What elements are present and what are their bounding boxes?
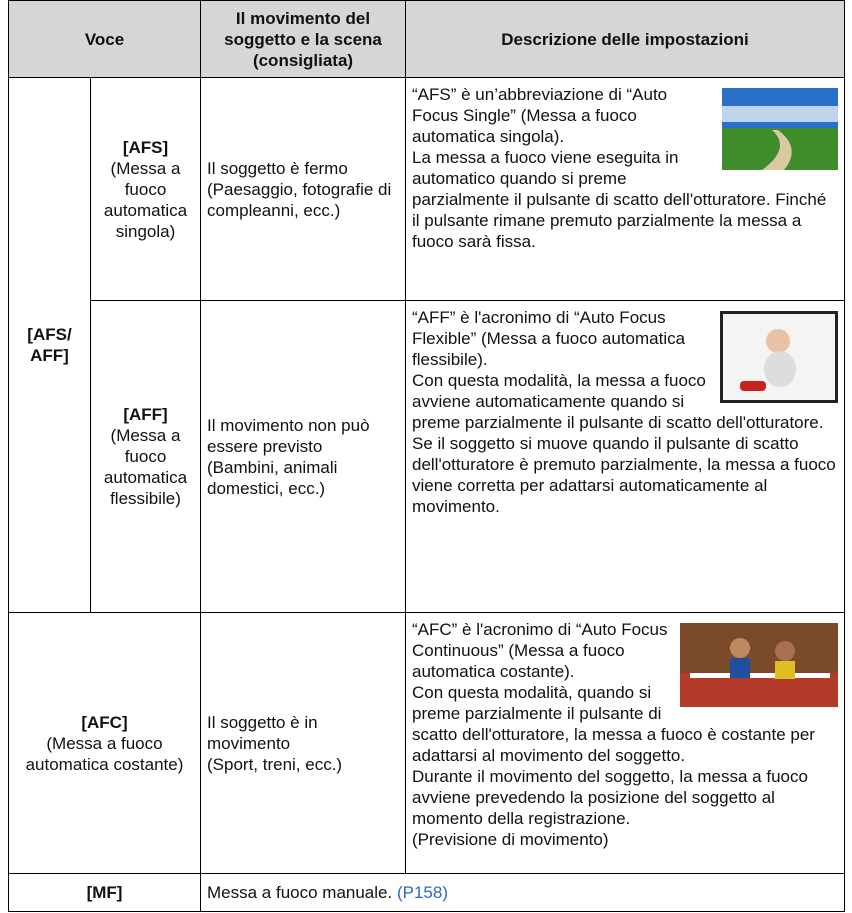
description: Se il soggetto si muove quando il pulsan… [412, 434, 836, 516]
description: “AFC” è l'acronimo di “Auto Focus Contin… [412, 620, 668, 681]
desc-cell: “AFS” è un’abbreviazione di “Auto Focus … [405, 77, 845, 301]
mode-desc: (Messa a fuoco automatica flessibile) [103, 426, 188, 508]
description: La messa a fuoco viene eseguita in autom… [412, 148, 827, 251]
subject-cell: Il soggetto è in movimento (Sport, treni,… [200, 612, 406, 874]
mode-cell: [AFS] (Messa a fuoco automatica singola) [90, 77, 201, 301]
mode: [AFF] [123, 405, 168, 424]
subject-cell: Il soggetto è fermo (Paesaggio, fotografi… [200, 77, 406, 301]
description: Con questa modalità, la messa a fuoco av… [412, 371, 824, 432]
mode-desc: (Messa a fuoco automatica costante) [25, 733, 184, 774]
group-cell: [AFS/ AFF] [8, 77, 91, 613]
mode-cell: [AFC] (Messa a fuoco automatica costante) [8, 612, 201, 874]
header-row: Voce Il movimento del soggetto e la scen… [8, 0, 845, 78]
description: Con questa modalità, quando si preme par… [412, 683, 815, 765]
subject: (Sport, treni, ecc.) [207, 754, 343, 774]
mode-desc: (Messa a fuoco automatica singola) [103, 158, 188, 241]
description: “AFF” è l'acronimo di “Auto Focus Flexib… [412, 308, 686, 369]
desc-cell: “AFF” è l'acronimo di “Auto Focus Flexib… [405, 300, 845, 613]
sport-image [680, 623, 838, 707]
row: [AFC] (Messa a fuoco automatica costante)… [8, 612, 845, 874]
subject: Il movimento non può essere previsto [207, 415, 370, 456]
header-cell: Voce [8, 0, 201, 78]
row: [AFS/ AFF] [AFS] (Messa a fuoco automatic… [8, 77, 845, 613]
mf-cell: Messa a fuoco manuale. (P158) [200, 873, 845, 912]
child-image [720, 311, 838, 403]
subject: (Paesaggio, fotografie di compleanni, ec… [207, 179, 392, 220]
row: [AFF] (Messa a fuoco automatica flessibil… [9, 300, 845, 613]
page-link[interactable]: (P158) [396, 883, 448, 902]
mode-cell: [AFF] (Messa a fuoco automatica flessibil… [90, 300, 201, 613]
subject: (Bambini, animali domestici, ecc.) [207, 457, 338, 498]
description: Durante il movimento del soggetto, la me… [412, 767, 808, 828]
header-cell: Descrizione delle impostazioni [405, 0, 845, 78]
desc-cell: “AFC” è l'acronimo di “Auto Focus Contin… [405, 612, 845, 874]
mode: [AFC] [81, 712, 128, 732]
landscape-image [722, 88, 838, 170]
row: [MF] Messa a fuoco manuale. (P158) [8, 873, 845, 912]
header-cell: Il movimento del soggetto e la scena (co… [200, 0, 406, 78]
subject: Il soggetto è fermo [207, 158, 348, 178]
mf-text: Messa a fuoco manuale. [207, 883, 393, 902]
mode: [AFS] [122, 137, 169, 157]
description: (Previsione di movimento) [412, 830, 609, 849]
description: “AFS” è un’abbreviazione di “Auto Focus … [412, 85, 668, 146]
subject-cell: Il movimento non può essere previsto (Bam… [200, 300, 406, 613]
subject: Il soggetto è in movimento [207, 712, 318, 753]
settings-table: Voce Il movimento del soggetto e la scen… [8, 0, 845, 912]
mode-cell: [MF] [8, 873, 201, 912]
